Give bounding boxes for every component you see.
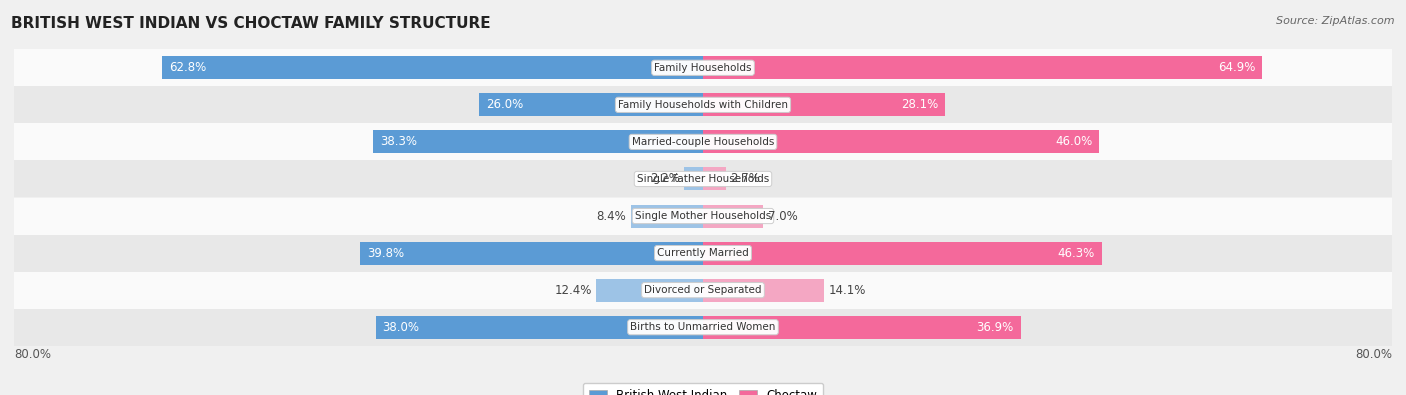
Bar <box>703 93 945 117</box>
Text: 46.3%: 46.3% <box>1057 246 1095 260</box>
Bar <box>375 316 703 339</box>
Text: 38.0%: 38.0% <box>382 321 419 334</box>
Text: 7.0%: 7.0% <box>768 209 797 222</box>
Text: Births to Unmarried Women: Births to Unmarried Women <box>630 322 776 332</box>
Bar <box>14 123 1392 160</box>
Text: Divorced or Separated: Divorced or Separated <box>644 285 762 295</box>
Bar <box>685 167 703 190</box>
Text: 36.9%: 36.9% <box>977 321 1014 334</box>
Bar <box>703 205 763 228</box>
Bar <box>703 242 1102 265</box>
Bar <box>703 130 1099 153</box>
Text: 2.7%: 2.7% <box>731 173 761 186</box>
Bar <box>703 167 727 190</box>
Text: 38.3%: 38.3% <box>380 135 418 149</box>
Bar <box>14 49 1392 87</box>
Text: Family Households with Children: Family Households with Children <box>619 100 787 110</box>
Bar <box>596 278 703 302</box>
Text: 8.4%: 8.4% <box>596 209 626 222</box>
Text: 14.1%: 14.1% <box>828 284 866 297</box>
Text: Currently Married: Currently Married <box>657 248 749 258</box>
Bar <box>14 235 1392 272</box>
Bar <box>14 87 1392 123</box>
Bar <box>703 316 1021 339</box>
Text: Source: ZipAtlas.com: Source: ZipAtlas.com <box>1277 16 1395 26</box>
Legend: British West Indian, Choctaw: British West Indian, Choctaw <box>583 383 823 395</box>
Bar <box>373 130 703 153</box>
Text: 46.0%: 46.0% <box>1054 135 1092 149</box>
Text: 62.8%: 62.8% <box>169 61 207 74</box>
Bar <box>162 56 703 79</box>
Text: Married-couple Households: Married-couple Households <box>631 137 775 147</box>
Bar <box>14 198 1392 235</box>
Text: 2.2%: 2.2% <box>650 173 679 186</box>
Text: 64.9%: 64.9% <box>1218 61 1256 74</box>
Text: 80.0%: 80.0% <box>14 348 51 361</box>
Bar <box>14 272 1392 308</box>
Text: 80.0%: 80.0% <box>1355 348 1392 361</box>
Bar <box>479 93 703 117</box>
Text: Single Mother Households: Single Mother Households <box>636 211 770 221</box>
Text: 26.0%: 26.0% <box>486 98 523 111</box>
Bar <box>703 278 824 302</box>
Text: 12.4%: 12.4% <box>554 284 592 297</box>
Text: 39.8%: 39.8% <box>367 246 405 260</box>
Bar <box>14 308 1392 346</box>
Bar <box>703 56 1263 79</box>
Text: Single Father Households: Single Father Households <box>637 174 769 184</box>
Bar <box>14 160 1392 198</box>
Text: Family Households: Family Households <box>654 63 752 73</box>
Text: 28.1%: 28.1% <box>901 98 938 111</box>
Bar <box>631 205 703 228</box>
Bar <box>360 242 703 265</box>
Text: BRITISH WEST INDIAN VS CHOCTAW FAMILY STRUCTURE: BRITISH WEST INDIAN VS CHOCTAW FAMILY ST… <box>11 16 491 31</box>
